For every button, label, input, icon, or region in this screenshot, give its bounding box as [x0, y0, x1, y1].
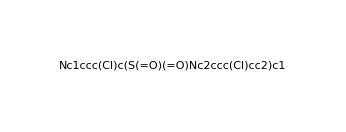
- Text: Nc1ccc(Cl)c(S(=O)(=O)Nc2ccc(Cl)cc2)c1: Nc1ccc(Cl)c(S(=O)(=O)Nc2ccc(Cl)cc2)c1: [59, 61, 287, 71]
